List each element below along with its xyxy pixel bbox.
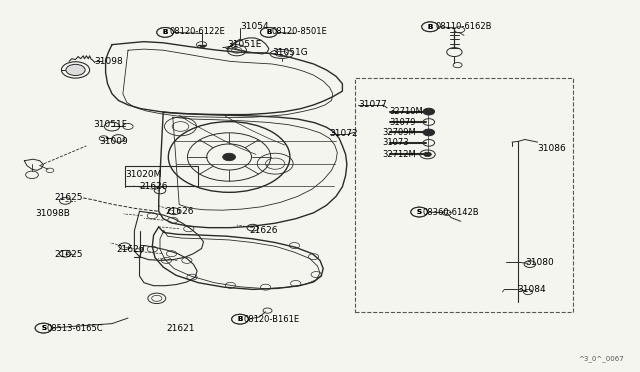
Text: 08120-8501E: 08120-8501E [272, 27, 328, 36]
Circle shape [232, 314, 248, 324]
Text: 31051E: 31051E [227, 40, 262, 49]
Circle shape [411, 207, 428, 217]
Circle shape [35, 323, 52, 333]
Text: 31020M: 31020M [125, 170, 161, 179]
Circle shape [35, 323, 52, 333]
Text: 31079: 31079 [389, 118, 415, 126]
Text: 31077: 31077 [358, 100, 387, 109]
Text: 32712M: 32712M [383, 150, 417, 159]
Circle shape [66, 64, 85, 76]
Text: 21626: 21626 [250, 226, 278, 235]
Bar [125, 166, 198, 186]
Text: B: B [163, 29, 168, 35]
Circle shape [411, 207, 428, 217]
Text: 21625: 21625 [54, 193, 83, 202]
Circle shape [157, 28, 173, 37]
Text: 31086: 31086 [538, 144, 566, 153]
Circle shape [423, 108, 435, 115]
Text: ^3_0^_0067: ^3_0^_0067 [579, 355, 624, 362]
Text: 08110-6162B: 08110-6162B [435, 22, 492, 31]
Circle shape [423, 129, 435, 136]
Text: 32709M: 32709M [383, 128, 417, 137]
Text: 32710M: 32710M [389, 107, 423, 116]
Circle shape [157, 28, 173, 37]
Text: 31054: 31054 [240, 22, 269, 31]
Text: B: B [266, 29, 271, 35]
Text: B: B [428, 24, 433, 30]
Text: 21626: 21626 [116, 245, 145, 254]
Circle shape [422, 22, 438, 32]
Text: 21625: 21625 [54, 250, 83, 259]
Text: S: S [417, 209, 422, 215]
Text: 31009: 31009 [99, 137, 128, 146]
Text: B: B [266, 29, 271, 35]
Circle shape [424, 152, 431, 157]
Text: 31080: 31080 [525, 258, 554, 267]
Text: S: S [41, 325, 46, 331]
Text: 31072: 31072 [330, 129, 358, 138]
Text: 08513-6165C: 08513-6165C [46, 324, 102, 333]
Text: 31051F: 31051F [93, 120, 127, 129]
Text: S: S [41, 325, 46, 331]
Text: 31098B: 31098B [35, 209, 70, 218]
Text: 21621: 21621 [166, 324, 195, 333]
Text: 21626: 21626 [140, 182, 168, 191]
Circle shape [223, 153, 236, 161]
Bar [355, 78, 573, 312]
Text: 08120-6122E: 08120-6122E [170, 27, 225, 36]
Circle shape [260, 28, 277, 37]
Text: 31098: 31098 [95, 57, 124, 66]
Text: 31073: 31073 [383, 138, 410, 147]
Text: S: S [417, 209, 422, 215]
Text: 31051G: 31051G [272, 48, 308, 57]
Circle shape [260, 28, 277, 37]
Circle shape [232, 314, 248, 324]
Text: 08120-B161E: 08120-B161E [243, 315, 300, 324]
Text: B: B [428, 24, 433, 30]
Text: 31084: 31084 [517, 285, 546, 294]
Text: 08360-6142B: 08360-6142B [422, 208, 479, 217]
Text: B: B [237, 316, 243, 322]
Text: 21626: 21626 [165, 207, 194, 216]
Text: B: B [237, 316, 243, 322]
Circle shape [422, 22, 438, 32]
Text: B: B [163, 29, 168, 35]
